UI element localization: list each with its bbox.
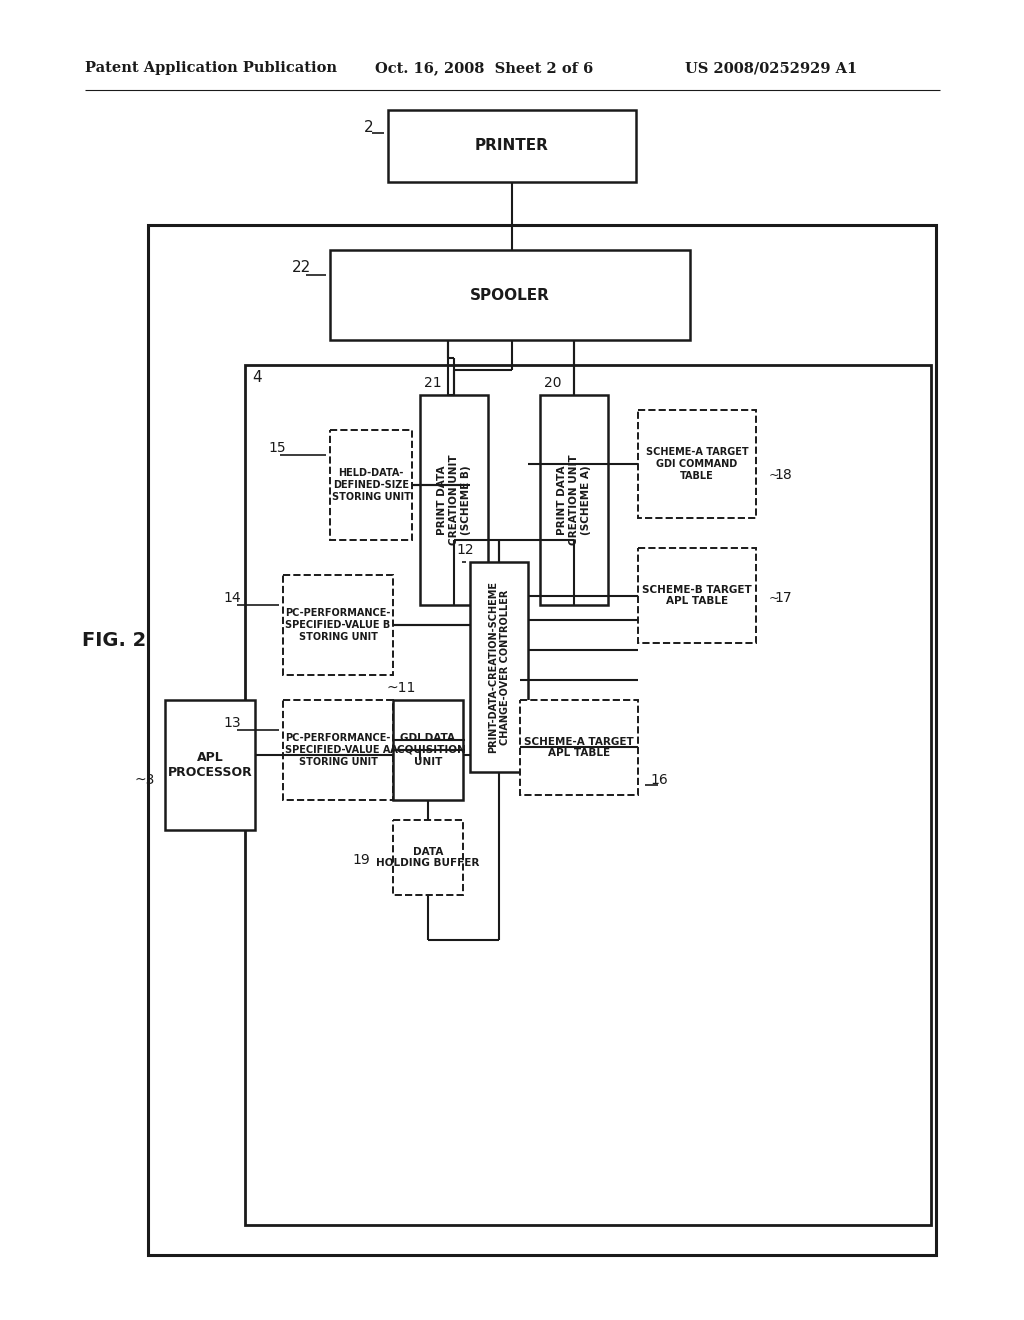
Bar bbox=[393, 700, 463, 800]
Text: ~3: ~3 bbox=[134, 774, 155, 787]
Text: SPOOLER: SPOOLER bbox=[470, 288, 550, 302]
Text: 4: 4 bbox=[252, 370, 261, 385]
Text: 20: 20 bbox=[544, 376, 561, 389]
Text: Oct. 16, 2008  Sheet 2 of 6: Oct. 16, 2008 Sheet 2 of 6 bbox=[375, 61, 593, 75]
Bar bbox=[165, 700, 255, 830]
Text: GDI DATA
ACQUISITION
UNIT: GDI DATA ACQUISITION UNIT bbox=[389, 734, 466, 767]
Text: 13: 13 bbox=[223, 715, 241, 730]
Text: 18: 18 bbox=[774, 469, 792, 482]
Text: PRINT DATA
CREATION UNIT
(SCHEME A): PRINT DATA CREATION UNIT (SCHEME A) bbox=[557, 454, 591, 545]
Text: DATA
HOLDING BUFFER: DATA HOLDING BUFFER bbox=[376, 846, 479, 869]
Text: FIG. 2: FIG. 2 bbox=[82, 631, 146, 649]
Text: 17: 17 bbox=[774, 591, 792, 605]
Text: 22: 22 bbox=[292, 260, 311, 276]
Text: 12: 12 bbox=[456, 543, 474, 557]
Text: SCHEME-A TARGET
APL TABLE: SCHEME-A TARGET APL TABLE bbox=[524, 737, 634, 758]
Bar bbox=[283, 700, 393, 800]
Text: 2: 2 bbox=[364, 120, 374, 136]
Bar bbox=[638, 548, 756, 643]
Bar bbox=[330, 249, 690, 341]
Bar bbox=[520, 700, 638, 795]
Text: Patent Application Publication: Patent Application Publication bbox=[85, 61, 337, 75]
Text: US 2008/0252929 A1: US 2008/0252929 A1 bbox=[685, 61, 857, 75]
Text: SCHEME-A TARGET
GDI COMMAND
TABLE: SCHEME-A TARGET GDI COMMAND TABLE bbox=[646, 447, 749, 480]
Text: 19: 19 bbox=[352, 853, 370, 867]
Bar bbox=[638, 411, 756, 517]
Bar bbox=[540, 395, 608, 605]
Bar bbox=[245, 366, 931, 1225]
Text: SCHEME-B TARGET
APL TABLE: SCHEME-B TARGET APL TABLE bbox=[642, 585, 752, 606]
Text: HELD-DATA-
DEFINED-SIZE
STORING UNIT: HELD-DATA- DEFINED-SIZE STORING UNIT bbox=[332, 469, 411, 502]
Text: PRINT-DATA-CREATION-SCHEME
CHANGE-OVER CONTROLLER: PRINT-DATA-CREATION-SCHEME CHANGE-OVER C… bbox=[488, 581, 510, 752]
Text: PC-PERFORMANCE-
SPECIFIED-VALUE A
STORING UNIT: PC-PERFORMANCE- SPECIFIED-VALUE A STORIN… bbox=[286, 734, 391, 767]
Text: ~: ~ bbox=[769, 469, 779, 482]
Bar bbox=[393, 820, 463, 895]
Bar bbox=[388, 110, 636, 182]
Text: 21: 21 bbox=[424, 376, 441, 389]
Bar bbox=[330, 430, 412, 540]
Text: 16: 16 bbox=[650, 774, 668, 787]
Text: APL
PROCESSOR: APL PROCESSOR bbox=[168, 751, 252, 779]
Text: 14: 14 bbox=[223, 591, 241, 605]
Bar bbox=[148, 224, 936, 1255]
Text: PRINTER: PRINTER bbox=[475, 139, 549, 153]
Text: PC-PERFORMANCE-
SPECIFIED-VALUE B
STORING UNIT: PC-PERFORMANCE- SPECIFIED-VALUE B STORIN… bbox=[286, 609, 391, 642]
Text: ~11: ~11 bbox=[387, 681, 417, 696]
Bar bbox=[420, 395, 488, 605]
Text: ~: ~ bbox=[769, 591, 779, 605]
Text: 15: 15 bbox=[268, 441, 286, 455]
Text: PRINT DATA
CREATION UNIT
(SCHEME B): PRINT DATA CREATION UNIT (SCHEME B) bbox=[437, 454, 471, 545]
Bar bbox=[283, 576, 393, 675]
Bar bbox=[470, 562, 528, 772]
